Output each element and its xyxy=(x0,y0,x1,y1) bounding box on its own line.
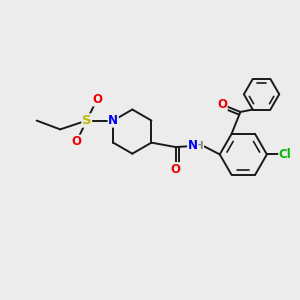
Text: O: O xyxy=(171,163,181,176)
Text: N: N xyxy=(108,114,118,127)
Text: H: H xyxy=(195,141,203,151)
Text: O: O xyxy=(92,93,102,106)
Text: Cl: Cl xyxy=(279,148,292,161)
Text: O: O xyxy=(217,98,227,111)
Text: O: O xyxy=(71,135,81,148)
Text: N: N xyxy=(188,139,198,152)
Text: S: S xyxy=(82,114,92,127)
